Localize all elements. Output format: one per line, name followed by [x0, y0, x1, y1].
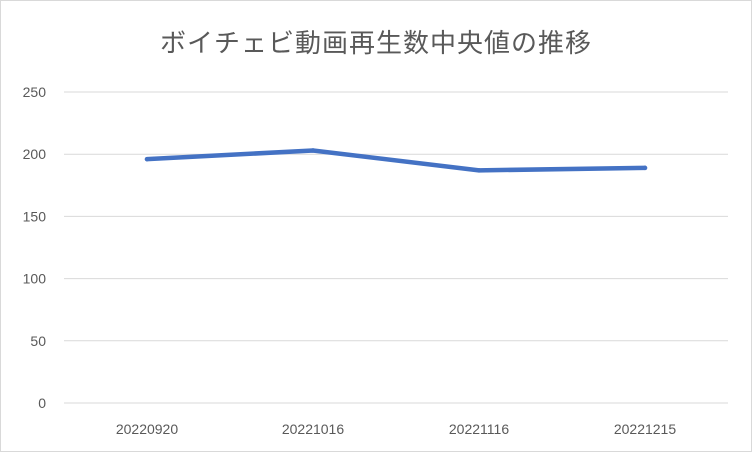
y-tick-label: 50: [30, 333, 46, 349]
x-tick-label: 20221116: [449, 421, 509, 437]
y-tick-label: 150: [23, 208, 47, 224]
data-point: [476, 168, 482, 173]
data-point: [642, 165, 648, 171]
series-line: [144, 148, 648, 173]
data-point: [310, 148, 316, 153]
x-tick-label: 20221016: [282, 421, 345, 437]
y-tick-label: 250: [23, 84, 47, 100]
y-tick-label: 0: [38, 395, 46, 411]
x-tick-label: 20220920: [116, 421, 179, 437]
y-tick-label: 200: [23, 146, 47, 162]
y-tick-label: 100: [23, 271, 47, 287]
x-tick-label: 20221215: [614, 421, 677, 437]
chart-title: ボイチェビ動画再生数中央値の推移: [159, 29, 592, 59]
data-point: [144, 156, 150, 162]
